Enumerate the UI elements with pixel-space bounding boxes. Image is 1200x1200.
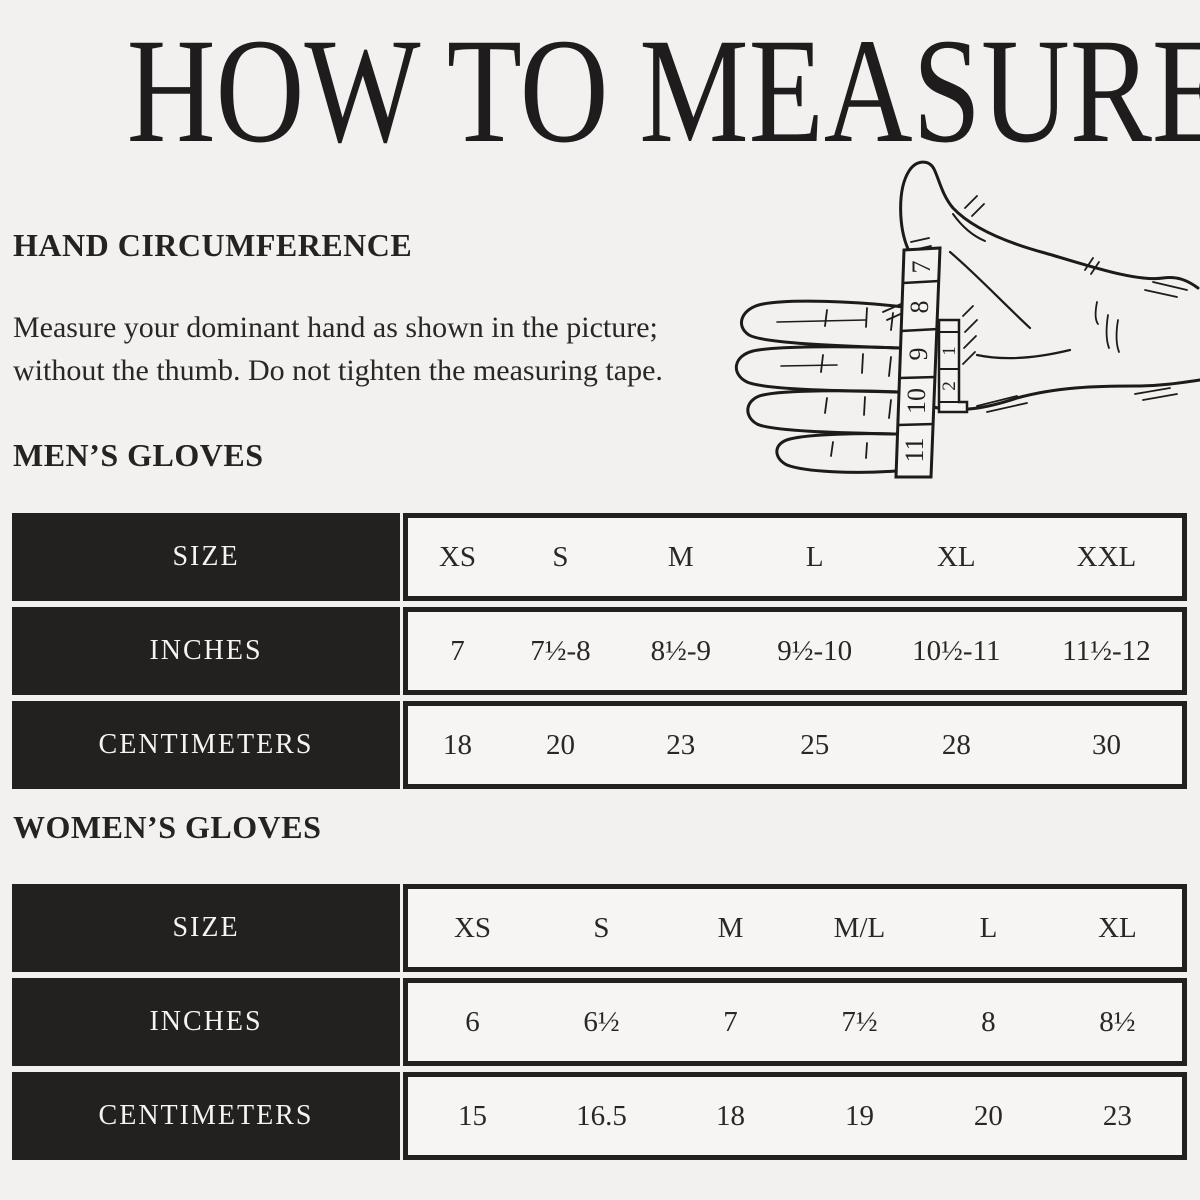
centimeters-cell: 28 [941, 728, 971, 761]
inches-cell: 11½-12 [1062, 634, 1151, 667]
row-values: XS S M M/L L XL [403, 884, 1187, 972]
row-values: 7 7½-8 8½-9 9½-10 10½-11 11½-12 [403, 607, 1187, 695]
page-title: HOW TO MEASURE? [126, 8, 1200, 174]
table-row: INCHES 6 6½ 7 7½ 8 8½ [12, 978, 1187, 1066]
table-row: SIZE XS S M L XL XXL [12, 513, 1187, 601]
size-cell: XS [453, 911, 492, 944]
inches-cell: 9½-10 [777, 634, 853, 667]
inches-cell: 10½-11 [912, 634, 1001, 667]
size-cell: S [593, 911, 610, 944]
inches-cell: 7 [723, 1005, 738, 1038]
hand-outline-index-finger [739, 299, 905, 350]
centimeters-cell: 25 [800, 728, 830, 761]
size-cell: XL [1098, 911, 1137, 944]
tape-number-7: 7 [907, 261, 936, 274]
size-cell: M/L [833, 911, 886, 944]
mens-gloves-heading: MEN’S GLOVES [13, 437, 264, 473]
inches-cell: 7½ [841, 1005, 878, 1038]
table-row: INCHES 7 7½-8 8½-9 9½-10 10½-11 11½-12 [12, 607, 1187, 695]
centimeters-cell: 23 [666, 728, 696, 761]
size-cell: S [552, 540, 569, 573]
row-label-inches: INCHES [12, 607, 400, 695]
tape-number-10: 10 [902, 388, 931, 414]
centimeters-cell: 20 [973, 1099, 1003, 1132]
size-cell: XS [438, 540, 477, 573]
centimeters-cell: 19 [844, 1099, 874, 1132]
inches-cell: 8½ [1099, 1005, 1136, 1038]
row-label-centimeters: CENTIMETERS [12, 1072, 400, 1160]
size-cell: L [979, 911, 998, 944]
size-cell: M [667, 540, 694, 573]
centimeters-cell: 30 [1091, 728, 1121, 761]
centimeters-cell: 16.5 [576, 1099, 627, 1132]
measuring-tape-end: 1 2 [937, 318, 969, 414]
hand-circumference-heading: HAND CIRCUMFERENCE [13, 227, 413, 263]
hand-measuring-tape-illustration: 1 2 7 8 9 10 11 [735, 160, 1200, 479]
table-row: CENTIMETERS 18 20 23 25 28 30 [12, 701, 1187, 789]
table-row: SIZE XS S M M/L L XL [12, 884, 1187, 972]
hand-outline-thumb [899, 160, 1200, 290]
row-label-inches: INCHES [12, 978, 400, 1066]
row-label-size: SIZE [12, 513, 400, 601]
row-values: 6 6½ 7 7½ 8 8½ [403, 978, 1187, 1066]
inches-cell: 6½ [583, 1005, 620, 1038]
centimeters-cell: 18 [443, 728, 473, 761]
table-row: CENTIMETERS 15 16.5 18 19 20 23 [12, 1072, 1187, 1160]
inches-cell: 8 [981, 1005, 996, 1038]
inches-cell: 7 [450, 634, 465, 667]
centimeters-cell: 23 [1102, 1099, 1132, 1132]
tape-number-1: 1 [939, 346, 960, 356]
size-cell: L [805, 540, 824, 573]
inches-cell: 6 [465, 1005, 480, 1038]
tape-number-8: 8 [905, 301, 934, 314]
row-values: XS S M L XL XXL [403, 513, 1187, 601]
womens-size-table: SIZE XS S M M/L L XL INCHES 6 6½ 7 7½ 8 … [12, 884, 1187, 1166]
inches-cell: 7½-8 [530, 634, 591, 667]
measuring-instructions: Measure your dominant hand as shown in t… [13, 311, 663, 387]
row-values: 18 20 23 25 28 30 [403, 701, 1187, 789]
tape-number-11: 11 [900, 437, 929, 462]
centimeters-cell: 18 [715, 1099, 745, 1132]
mens-size-table: SIZE XS S M L XL XXL INCHES 7 7½-8 8½-9 … [12, 513, 1187, 795]
centimeters-cell: 20 [545, 728, 575, 761]
centimeters-cell: 15 [457, 1099, 487, 1132]
row-label-centimeters: CENTIMETERS [12, 701, 400, 789]
womens-gloves-heading: WOMEN’S GLOVES [13, 809, 322, 845]
size-cell: M [717, 911, 744, 944]
measuring-tape: 7 8 9 10 11 [894, 246, 942, 479]
inches-cell: 8½-9 [650, 634, 712, 667]
row-label-size: SIZE [12, 884, 400, 972]
size-cell: XL [936, 540, 976, 573]
row-values: 15 16.5 18 19 20 23 [403, 1072, 1187, 1160]
tape-number-2: 2 [939, 381, 960, 391]
size-cell: XXL [1076, 540, 1137, 573]
tape-number-9: 9 [904, 348, 933, 361]
